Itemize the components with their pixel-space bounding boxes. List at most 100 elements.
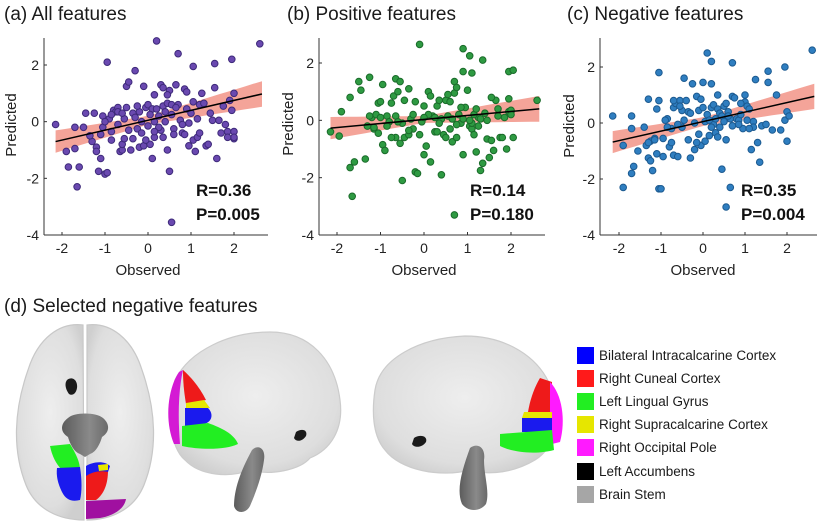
panel-c-data-point xyxy=(707,123,716,131)
right-sagittal-accumbens xyxy=(412,435,427,447)
panel-c-data-point xyxy=(716,123,724,131)
legend-label: Left Lingual Gyrus xyxy=(599,394,709,410)
panel-b-data-point xyxy=(415,130,424,139)
panel-b-data-point xyxy=(437,171,446,179)
panel-c-data-point xyxy=(785,112,793,120)
legend-label: Right Cuneal Cortex xyxy=(599,371,721,387)
right-sagittal-supracalcarine xyxy=(522,412,552,418)
panel-c-data-point xyxy=(741,91,749,99)
panel-b-data-point xyxy=(502,145,511,153)
panel-c-r-value: R=0.35 xyxy=(741,181,796,200)
panel-c-data-point xyxy=(764,67,772,75)
panel-a-x-axis-label: Observed xyxy=(115,262,180,279)
legend-swatch-magenta xyxy=(577,439,594,457)
panel-b-data-point xyxy=(337,107,346,116)
panel-c-data-point xyxy=(699,103,707,112)
panel-a-data-point xyxy=(62,147,71,156)
panel-b-data-point xyxy=(465,52,474,60)
panel-b-data-point xyxy=(346,163,354,172)
panel-a-data-point xyxy=(195,129,204,137)
right-sagittal-view xyxy=(372,335,563,510)
left-sagittal-view xyxy=(168,331,342,512)
legend-swatch-green xyxy=(577,393,594,411)
axial-right-supracalcarine xyxy=(98,464,108,471)
panel-b-data-point xyxy=(394,87,402,96)
panel-c-data-point xyxy=(768,126,777,134)
axial-bilateral-intracalcarine-left xyxy=(56,467,82,501)
panel-b-data-point xyxy=(420,102,428,110)
legend-label: Right Occipital Pole xyxy=(599,440,717,456)
axial-left-lingual-gyrus xyxy=(50,444,80,470)
panel-c-data-point xyxy=(676,102,684,110)
panel-a-data-point xyxy=(185,119,193,127)
panel-a-data-point xyxy=(92,147,101,156)
panel-c-title: (c) Negative features xyxy=(567,4,744,25)
legend-label: Brain Stem xyxy=(599,486,666,502)
panel-a-data-point xyxy=(185,142,193,150)
panel-b-data-point xyxy=(422,142,431,150)
panel-b-data-point xyxy=(505,95,513,103)
panel-a-data-point xyxy=(120,134,129,143)
panel-b-data-point xyxy=(365,112,374,120)
panel-a-data-point xyxy=(71,123,79,132)
panel-a-data-point xyxy=(189,62,197,71)
panel-b-data-point xyxy=(474,122,483,130)
panel-a-data-point xyxy=(165,167,174,176)
panel-b-data-point xyxy=(476,166,485,175)
panel-a-data-point xyxy=(150,127,159,136)
legend-swatch-blue xyxy=(577,347,594,365)
panel-c-y-axis-label: Predicted xyxy=(561,94,578,157)
panel-b-data-point xyxy=(435,96,444,105)
right-sagittal-lingual xyxy=(500,430,554,453)
panel-a-data-point xyxy=(206,109,215,117)
panel-a-data-point xyxy=(228,106,236,115)
panel-a-data-point xyxy=(191,147,200,156)
panel-a-data-point xyxy=(159,83,167,92)
panel-c-data-point xyxy=(646,157,655,165)
panel-a-data-point xyxy=(161,117,169,126)
panel-c-data-point xyxy=(688,80,697,88)
panel-a-y-tick-label: 0 xyxy=(31,114,39,130)
panel-b-x-tick-label: -2 xyxy=(331,240,344,256)
panel-c-data-point xyxy=(734,120,743,129)
panel-c-data-point xyxy=(659,152,667,161)
panel-c-data-point xyxy=(707,57,716,66)
panel-a-data-point xyxy=(131,113,139,122)
panel-c-x-tick-label: 2 xyxy=(783,240,791,256)
panel-a-y-tick-label: -2 xyxy=(27,170,40,186)
panel-c-data-point xyxy=(682,96,691,105)
panel-c-y-tick-label: -4 xyxy=(583,227,596,243)
panel-b-data-point xyxy=(405,85,413,93)
panel-b-data-point xyxy=(433,128,441,136)
panel-b-data-point xyxy=(420,150,428,159)
panel-b-data-point xyxy=(452,83,461,92)
panel-a-data-point xyxy=(189,98,197,106)
panel-c-data-point xyxy=(722,99,730,108)
panel-c-data-point xyxy=(619,141,628,150)
panel-c-x-tick-label: -1 xyxy=(655,240,668,256)
panel-c-data-point xyxy=(659,134,667,143)
panel-a-data-point xyxy=(79,123,88,132)
panel-a-fit-line xyxy=(55,93,263,143)
panel-b-y-tick-label: 2 xyxy=(306,55,314,71)
panel-b-data-point xyxy=(376,113,385,122)
panel-c-data-point xyxy=(808,46,817,55)
panel-a-data-point xyxy=(103,58,111,67)
panel-b-x-axis-label: Observed xyxy=(391,262,456,279)
panel-b-data-point xyxy=(478,56,487,64)
panel-b-data-point xyxy=(348,192,357,201)
panel-a-data-point xyxy=(172,81,180,89)
panel-a-data-point xyxy=(124,78,133,86)
scatter-charts: -2 -1 0 1 2 2 0 -2 -4 Observed Predicted R=0.36 P=0.… xyxy=(3,37,817,279)
panel-a-x-tick-label: 1 xyxy=(187,240,195,256)
panel-b-data-point xyxy=(500,113,509,122)
panel-c-data-point xyxy=(745,124,754,133)
panel-c-data-point xyxy=(753,138,762,147)
panel-c-data-point xyxy=(713,91,722,99)
panel-b-data-point xyxy=(483,116,491,125)
panel-c-data-point xyxy=(629,162,638,171)
panel-c-data-point xyxy=(781,63,789,71)
axial-view xyxy=(15,324,155,521)
panel-b-data-point xyxy=(387,133,396,142)
panel-a-data-point xyxy=(51,120,60,129)
